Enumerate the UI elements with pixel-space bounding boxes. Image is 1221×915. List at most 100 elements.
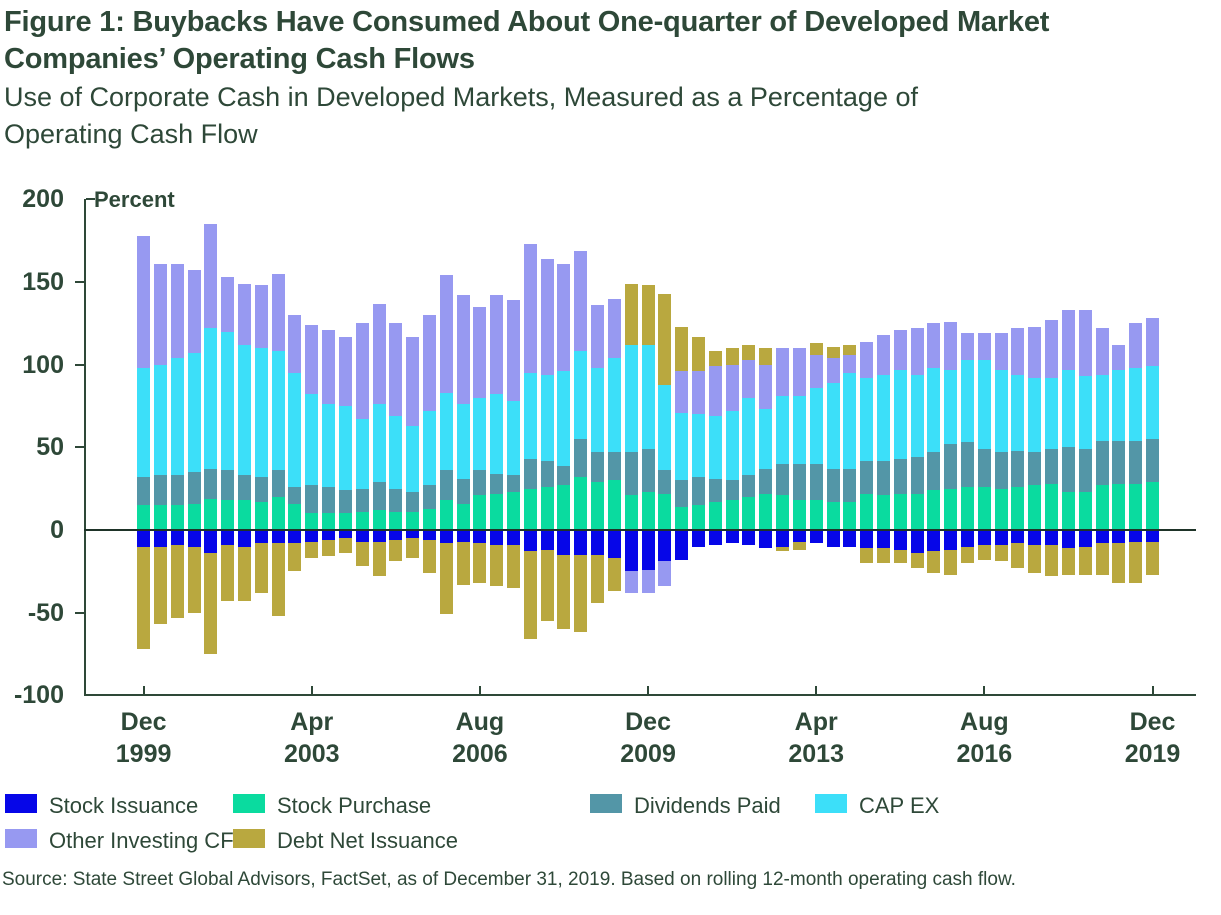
bar-segment-stock-issuance xyxy=(473,530,487,544)
x-axis-tick xyxy=(983,686,986,695)
bar-segment-debt-net-issuance xyxy=(910,553,924,569)
bar-segment-dividends-paid xyxy=(187,472,201,504)
bar-segment-cap-ex xyxy=(456,404,470,479)
bar-segment-cap-ex xyxy=(137,368,151,478)
figure-title: Figure 1: Buybacks Have Consumed About O… xyxy=(4,4,1204,78)
bar-segment-debt-net-issuance xyxy=(204,553,218,654)
bar-segment-stock-purchase xyxy=(641,491,655,530)
legend-swatch xyxy=(590,794,622,813)
bar-segment-dividends-paid xyxy=(1095,440,1109,486)
bar-segment-stock-issuance xyxy=(322,530,336,540)
x-axis-tick xyxy=(310,686,313,695)
bar-segment-other-investing-cf xyxy=(994,333,1008,370)
bar-segment-stock-issuance xyxy=(137,530,151,547)
bar-segment-cap-ex xyxy=(204,328,218,469)
bar-segment-cap-ex xyxy=(876,374,890,461)
bar-segment-debt-net-issuance xyxy=(271,543,285,616)
bar-segment-debt-net-issuance xyxy=(944,549,958,575)
bar-segment-debt-net-issuance xyxy=(759,348,773,365)
bar-segment-other-investing-cf xyxy=(607,298,621,359)
bar-segment-debt-net-issuance xyxy=(591,554,605,603)
bar-segment-stock-issuance xyxy=(860,530,874,549)
bar-segment-other-investing-cf xyxy=(1011,328,1025,375)
bar-segment-other-investing-cf xyxy=(170,263,184,359)
bar-segment-other-investing-cf xyxy=(691,371,705,415)
bar-segment-debt-net-issuance xyxy=(675,326,689,372)
bar-segment-stock-issuance xyxy=(843,530,857,547)
bar-segment-debt-net-issuance xyxy=(338,538,352,554)
bar-segment-stock-purchase xyxy=(708,501,722,530)
bar-segment-dividends-paid xyxy=(1129,440,1143,484)
bar-segment-debt-net-issuance xyxy=(809,343,823,355)
bar-segment-cap-ex xyxy=(288,372,302,487)
x-axis-label: Aug 2006 xyxy=(452,708,508,768)
bar-segment-cap-ex xyxy=(708,415,722,479)
bar-segment-debt-net-issuance xyxy=(624,283,638,345)
bar-segment-other-investing-cf xyxy=(725,364,739,411)
bar-segment-stock-issuance xyxy=(1146,530,1159,542)
bar-segment-cap-ex xyxy=(994,369,1008,453)
bar-segment-stock-purchase xyxy=(406,511,420,530)
bar-segment-debt-net-issuance xyxy=(523,551,537,640)
bar-segment-stock-purchase xyxy=(456,503,470,530)
bar-segment-stock-issuance xyxy=(977,530,991,545)
legend-swatch xyxy=(5,794,37,813)
bar-segment-stock-issuance xyxy=(221,530,235,545)
bar-segment-dividends-paid xyxy=(961,442,975,488)
legend-swatch xyxy=(233,794,265,813)
bar-segment-stock-issuance xyxy=(994,530,1008,545)
bar-segment-stock-issuance xyxy=(153,530,167,547)
bar-segment-dividends-paid xyxy=(153,475,167,506)
bar-segment-dividends-paid xyxy=(221,470,235,501)
bar-segment-other-investing-cf xyxy=(137,235,151,368)
bar-segment-other-investing-cf xyxy=(944,321,958,370)
bar-segment-other-investing-cf xyxy=(204,224,218,329)
bar-segment-cap-ex xyxy=(658,384,672,471)
bar-segment-stock-purchase xyxy=(153,505,167,530)
bar-segment-dividends-paid xyxy=(994,452,1008,489)
bar-segment-cap-ex xyxy=(439,392,453,471)
bar-segment-dividends-paid xyxy=(1078,449,1092,492)
bar-segment-cap-ex xyxy=(153,364,167,476)
bar-segment-other-investing-cf xyxy=(355,323,369,420)
bar-segment-stock-issuance xyxy=(742,530,756,545)
bar-segment-other-investing-cf xyxy=(708,366,722,416)
y-axis-label: 200 xyxy=(22,185,64,214)
bar-segment-stock-issuance xyxy=(540,530,554,550)
bar-segment-cap-ex xyxy=(1146,366,1159,440)
bar-segment-cap-ex xyxy=(338,406,352,491)
bar-segment-stock-issuance xyxy=(944,530,958,550)
bar-segment-cap-ex xyxy=(776,396,790,464)
bar-segment-other-investing-cf xyxy=(742,359,756,398)
bar-segment-cap-ex xyxy=(961,359,975,443)
bar-segment-other-investing-cf xyxy=(406,336,420,426)
bar-segment-stock-issuance xyxy=(557,530,571,555)
bar-segment-stock-purchase xyxy=(607,480,621,530)
bar-segment-cap-ex xyxy=(792,396,806,464)
bar-segment-dividends-paid xyxy=(641,449,655,492)
bar-segment-stock-purchase xyxy=(137,505,151,530)
legend-swatch xyxy=(815,794,847,813)
bar-segment-stock-purchase xyxy=(792,500,806,530)
bar-segment-debt-net-issuance xyxy=(574,554,588,633)
bar-segment-stock-issuance xyxy=(456,530,470,542)
bar-segment-other-investing-cf xyxy=(540,258,554,375)
bar-segment-cap-ex xyxy=(1078,376,1092,449)
bar-segment-cap-ex xyxy=(1028,377,1042,453)
bar-segment-stock-purchase xyxy=(776,495,790,530)
bar-segment-debt-net-issuance xyxy=(1028,544,1042,573)
bar-segment-cap-ex xyxy=(221,331,235,471)
bar-segment-stock-purchase xyxy=(574,477,588,530)
bar-segment-cap-ex xyxy=(305,394,319,486)
bar-segment-cap-ex xyxy=(691,414,705,478)
bar-segment-dividends-paid xyxy=(725,480,739,501)
bar-segment-dividends-paid xyxy=(406,491,420,512)
bar-segment-dividends-paid xyxy=(422,485,436,509)
bar-segment-dividends-paid xyxy=(809,463,823,501)
source-note: Source: State Street Global Advisors, Fa… xyxy=(2,869,1016,890)
bar-segment-stock-issuance xyxy=(1045,530,1059,545)
y-axis-label: 150 xyxy=(22,268,64,297)
bar-segment-dividends-paid xyxy=(860,460,874,494)
bar-segment-cap-ex xyxy=(557,371,571,466)
bar-segment-other-investing-cf xyxy=(557,263,571,372)
